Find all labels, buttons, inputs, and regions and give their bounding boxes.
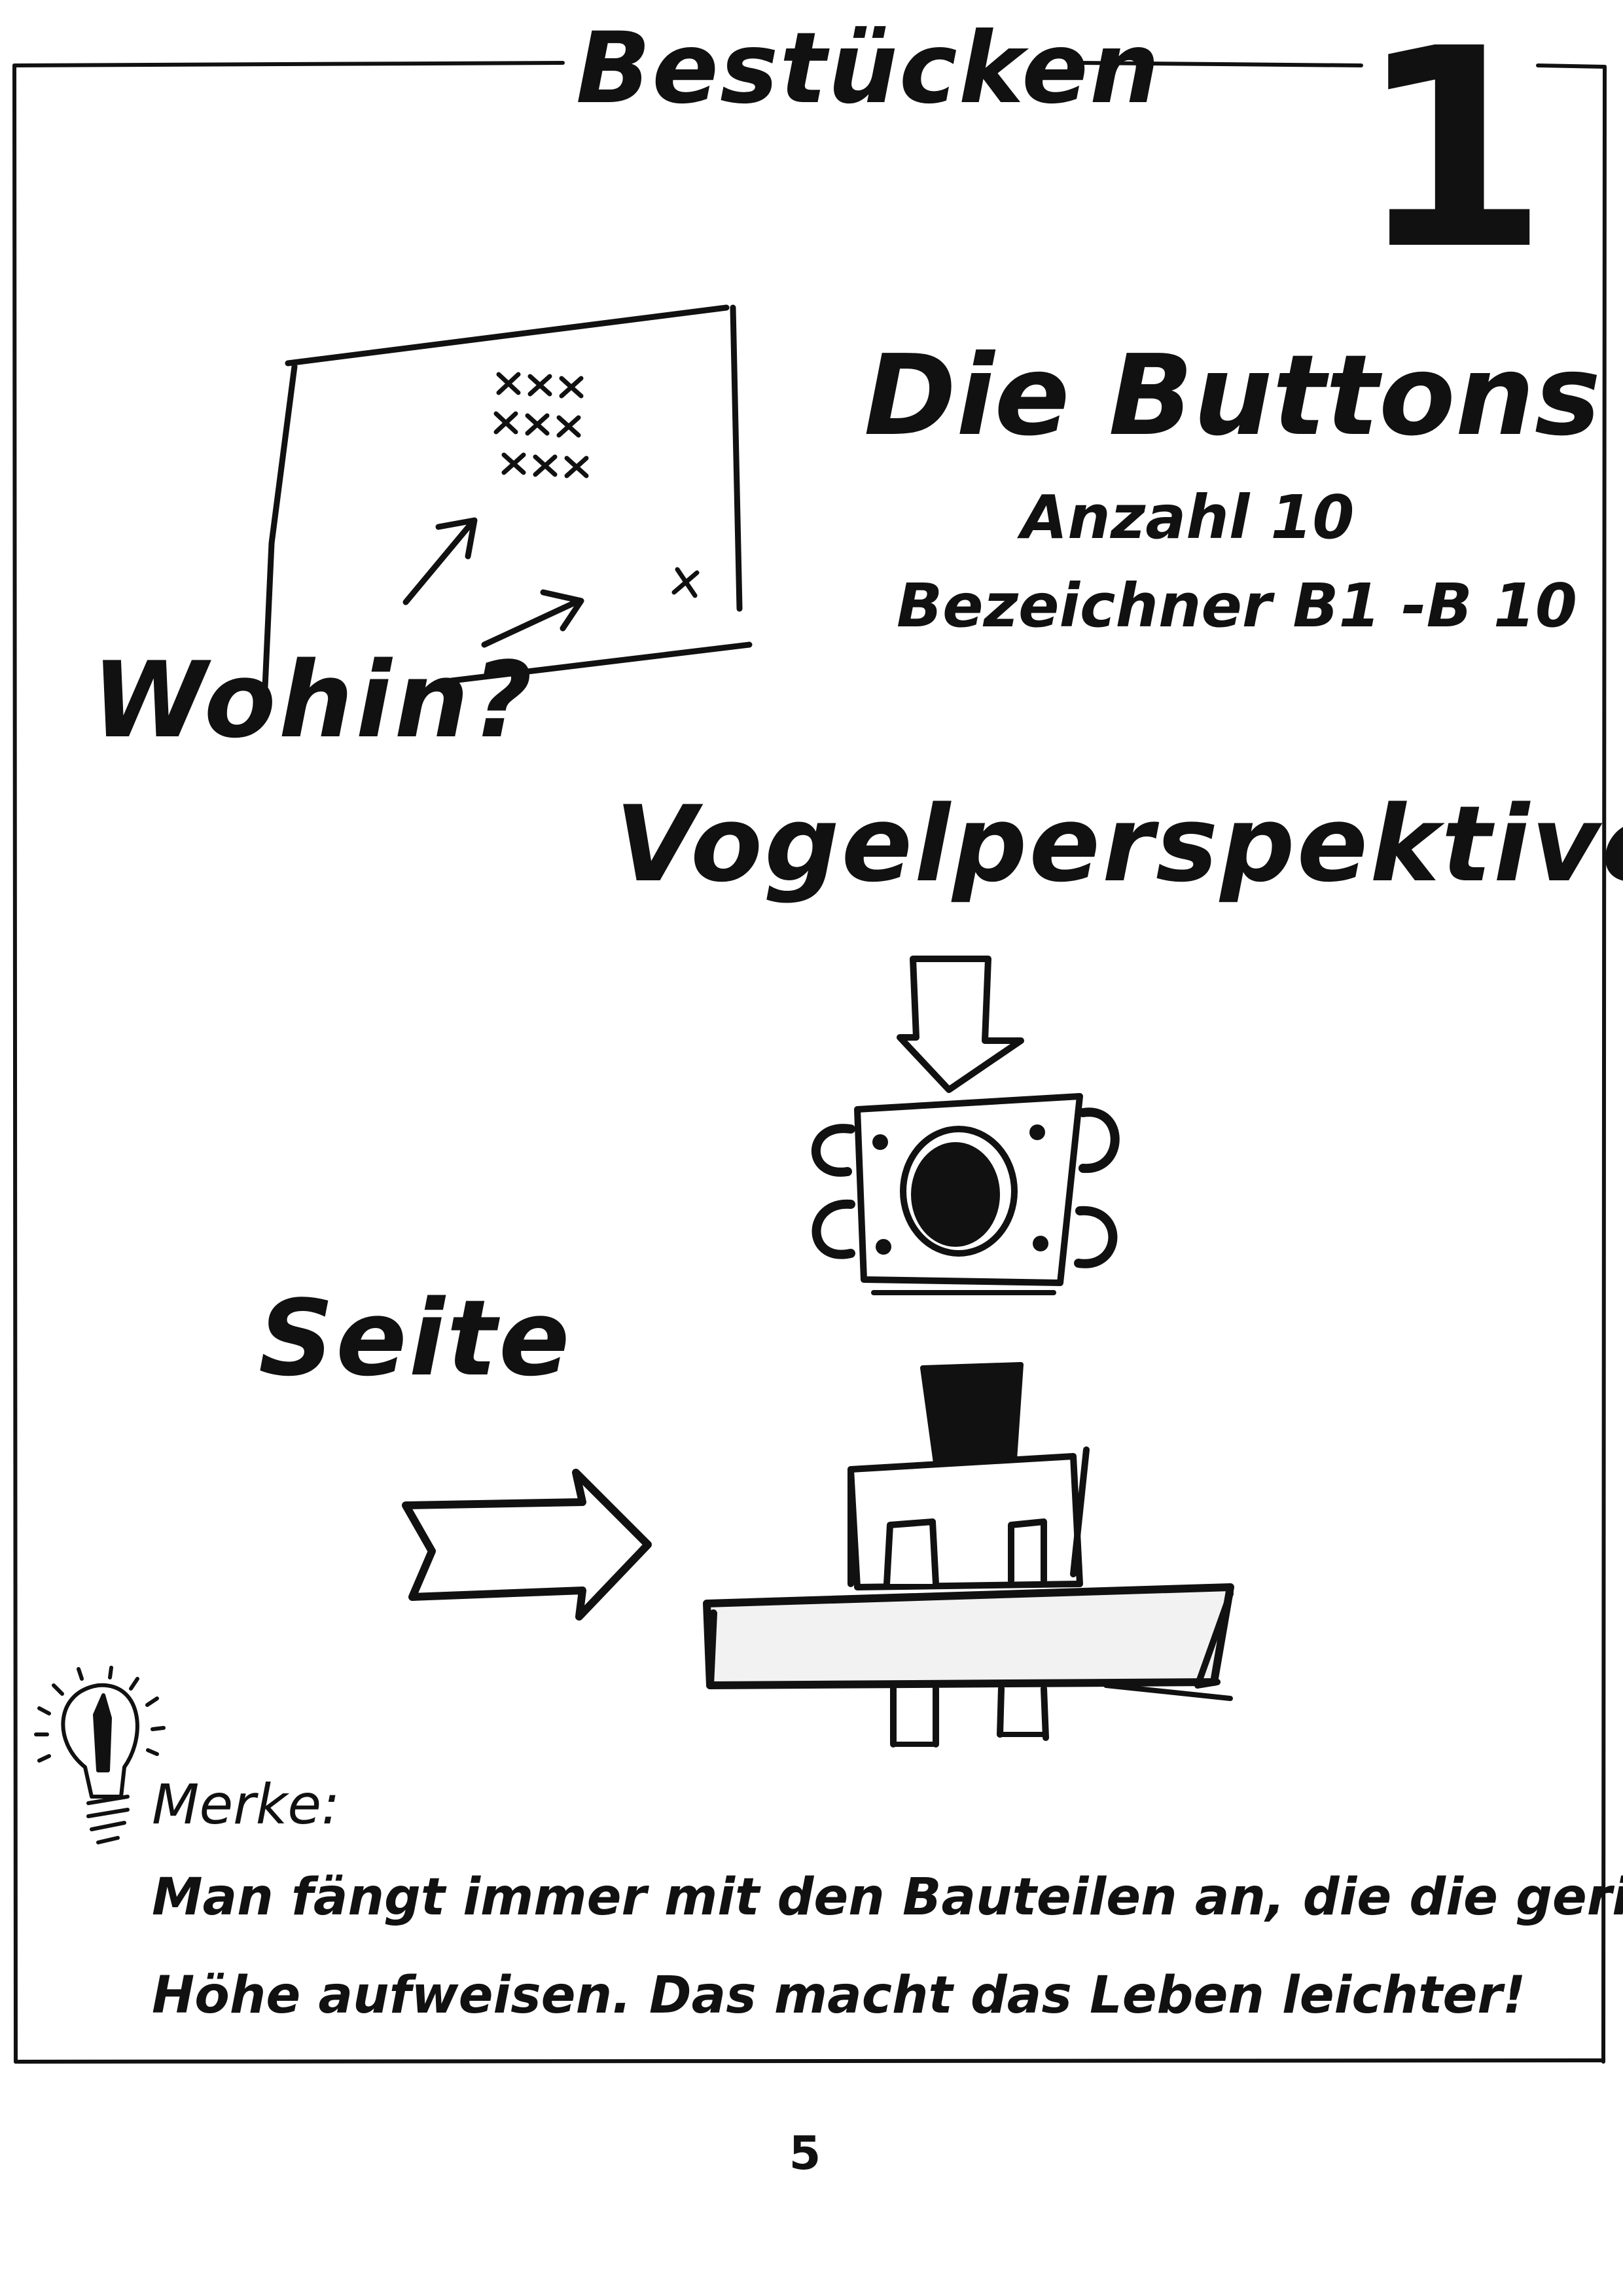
note-line-2: Höhe aufweisen. Das macht das Leben leic…: [152, 1966, 1526, 2025]
component-designator: Bezeichner B1 -B 10: [897, 571, 1577, 641]
arrow-down-icon: [897, 956, 1024, 1093]
board-question: Wohin?: [92, 639, 535, 761]
arrow-right-icon: [402, 1469, 652, 1621]
page-number: 5: [789, 2126, 821, 2180]
note-label: Merke:: [152, 1772, 340, 1837]
button-top-view: [811, 1093, 1120, 1295]
note-line-1: Man fängt immer mit den Bauteilen an, di…: [152, 1868, 1623, 1927]
button-side-view: [703, 1362, 1234, 1748]
lightbulb-icon: [34, 1666, 166, 1844]
top-view-label: Vogelperspektive: [615, 783, 1623, 905]
side-view-label: Seite: [259, 1277, 572, 1399]
chapter-number: 1: [1357, 0, 1549, 310]
component-count: Anzahl 10: [1021, 482, 1355, 552]
page-title: Bestücken: [576, 12, 1161, 126]
placement-markers: [493, 372, 700, 598]
board-sketch: [262, 304, 753, 691]
component-heading: Die Buttons: [864, 331, 1601, 461]
